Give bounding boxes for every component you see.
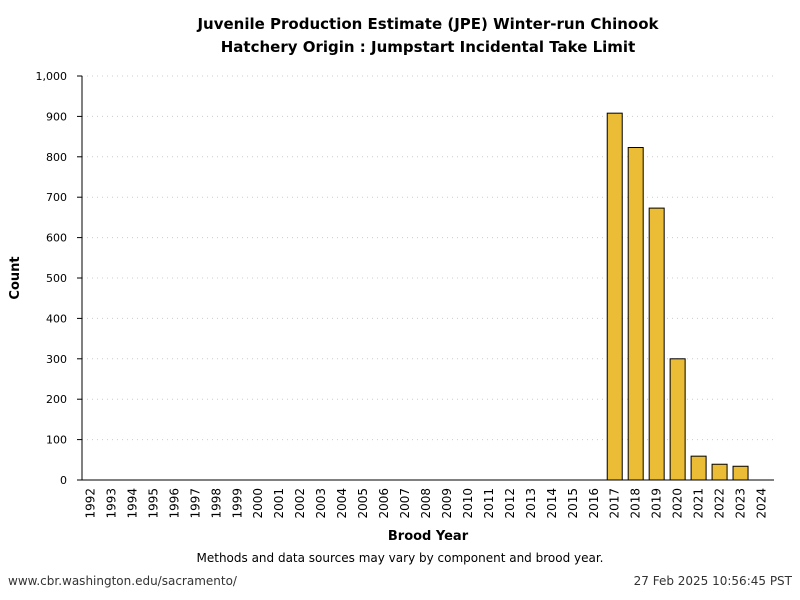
x-tick-label: 2019 [650, 488, 664, 519]
y-tick-label: 1,000 [36, 70, 68, 83]
x-tick-label: 1996 [167, 488, 181, 519]
x-tick-label: 2004 [335, 488, 349, 519]
x-tick-label: 1997 [188, 488, 202, 519]
x-tick-label: 2023 [734, 488, 748, 519]
x-tick-label: 2009 [440, 488, 454, 519]
y-tick-label: 900 [46, 110, 67, 123]
y-tick-label: 800 [46, 151, 67, 164]
y-axis-label: Count [8, 256, 23, 299]
x-tick-label: 1999 [230, 488, 244, 519]
x-tick-label: 2017 [608, 488, 622, 519]
y-tick-label: 700 [46, 191, 67, 204]
x-tick-label: 1995 [146, 488, 160, 519]
x-tick-label: 2016 [587, 488, 601, 519]
y-tick-label: 100 [46, 434, 67, 447]
x-tick-label: 2013 [524, 488, 538, 519]
x-tick-label: 2015 [566, 488, 580, 519]
x-tick-label: 1998 [209, 488, 223, 519]
x-tick-label: 2000 [251, 488, 265, 519]
x-tick-label: 2006 [377, 488, 391, 519]
y-tick-label: 0 [60, 474, 67, 487]
timestamp: 27 Feb 2025 10:56:45 PST [633, 574, 792, 588]
y-tick-label: 400 [46, 312, 67, 325]
x-tick-label: 2018 [629, 488, 643, 519]
x-tick-label: 2005 [356, 488, 370, 519]
x-tick-label: 1992 [83, 488, 97, 519]
source-url[interactable]: www.cbr.washington.edu/sacramento/ [8, 574, 237, 588]
bar-2017 [606, 112, 623, 481]
bar-2022 [711, 463, 728, 481]
x-tick-label: 2007 [398, 488, 412, 519]
bar-2019 [648, 207, 665, 481]
y-tick-label: 600 [46, 232, 67, 245]
x-tick-label: 1993 [104, 488, 118, 519]
x-tick-label: 2001 [272, 488, 286, 519]
bar-2018 [627, 147, 644, 481]
x-tick-label: 1994 [125, 488, 139, 519]
x-tick-label: 2022 [713, 488, 727, 519]
bar-2020 [669, 358, 686, 481]
chart-title: Juvenile Production Estimate (JPE) Winte… [196, 15, 659, 33]
x-tick-label: 2010 [461, 488, 475, 519]
x-tick-label: 2002 [293, 488, 307, 519]
x-tick-label: 2003 [314, 488, 328, 519]
x-tick-label: 2014 [545, 488, 559, 519]
x-tick-label: 2021 [692, 488, 706, 519]
y-tick-label: 500 [46, 272, 67, 285]
y-tick-label: 300 [46, 353, 67, 366]
chart-subtitle: Hatchery Origin : Jumpstart Incidental T… [221, 38, 636, 56]
x-tick-label: 2020 [671, 488, 685, 519]
x-tick-label: 2012 [503, 488, 517, 519]
bar-2023 [732, 465, 749, 481]
x-tick-label: 2011 [482, 488, 496, 519]
x-tick-label: 2008 [419, 488, 433, 519]
chart-note: Methods and data sources may vary by com… [197, 551, 604, 565]
x-tick-label: 2024 [755, 488, 769, 519]
bar-2021 [690, 455, 707, 481]
x-axis-label: Brood Year [388, 529, 469, 544]
y-tick-label: 200 [46, 393, 67, 406]
